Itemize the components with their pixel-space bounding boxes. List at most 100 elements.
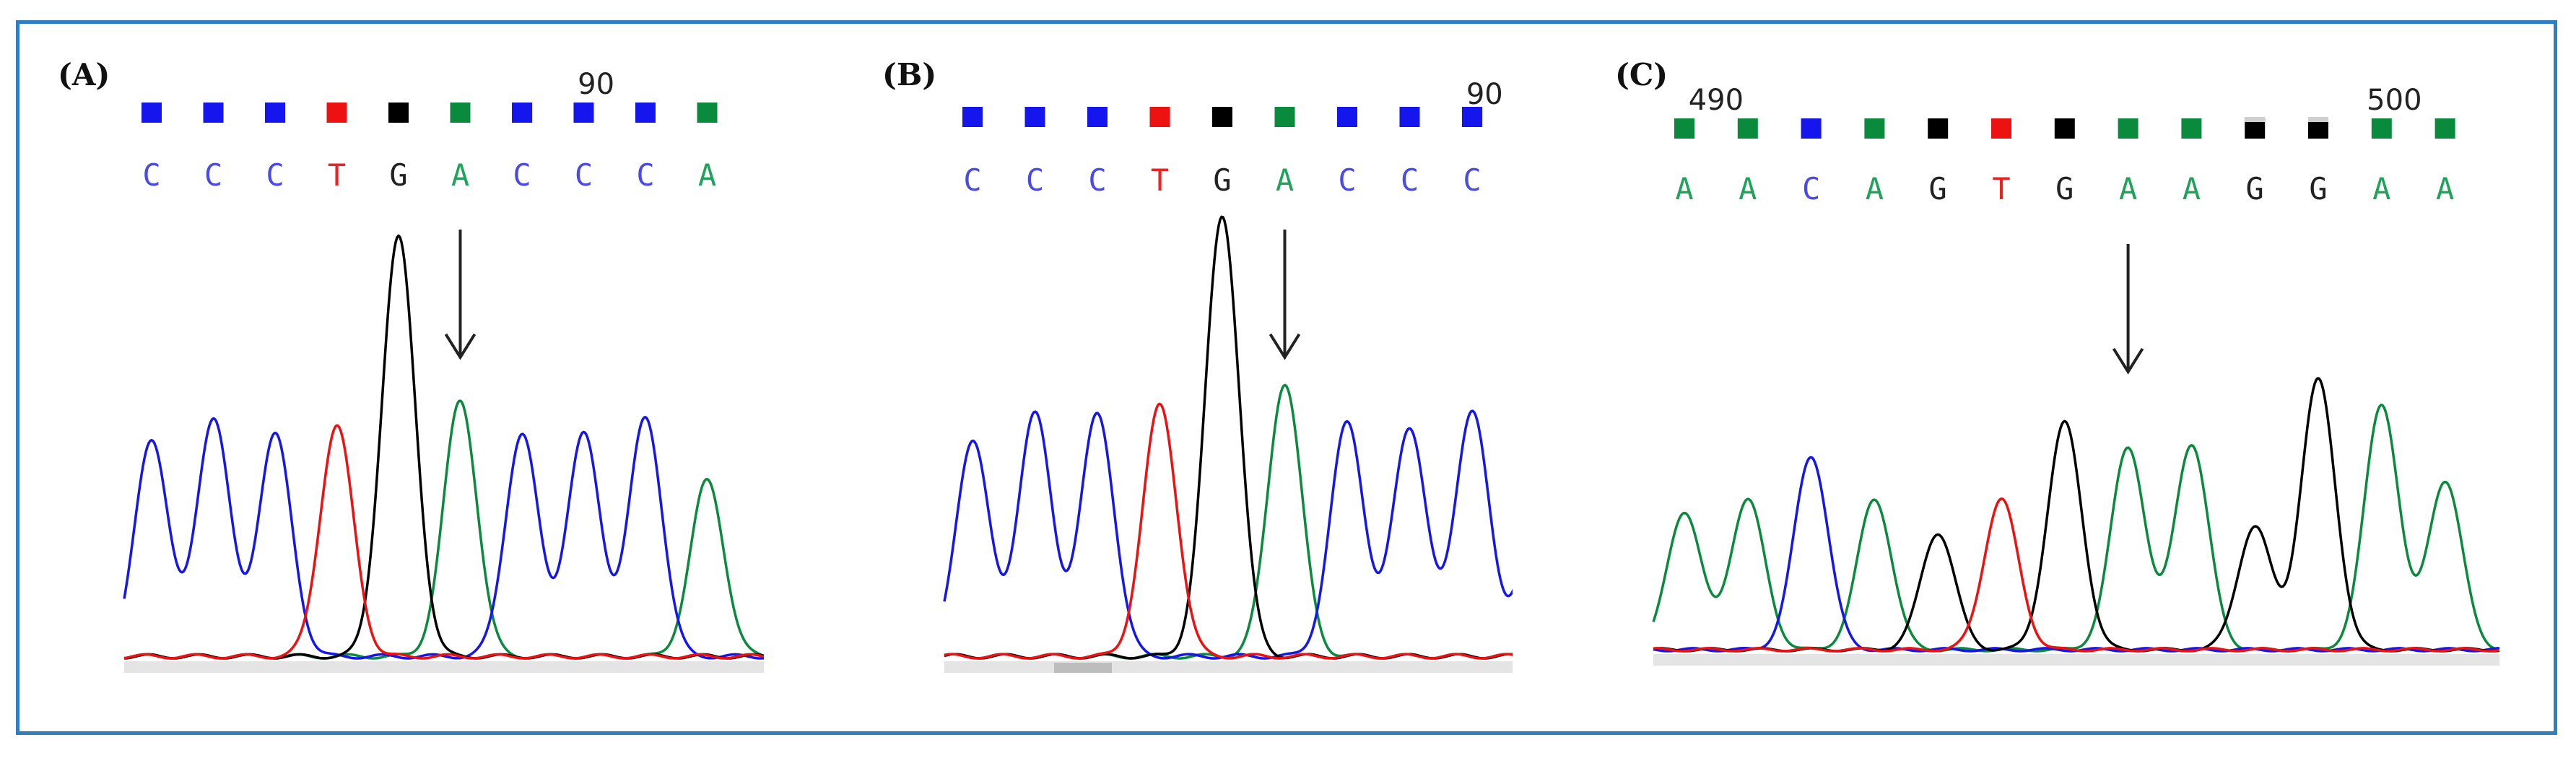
peak-c [583, 436, 585, 437]
base-letter: C [1401, 162, 1419, 198]
base-letter: C [1463, 162, 1481, 198]
base-letter: A [698, 157, 716, 193]
base-quality-square [1525, 107, 1545, 127]
base-letter: C [204, 157, 222, 193]
base-quality-square [1991, 118, 2011, 139]
trace-a [123, 399, 764, 660]
trace-group [943, 215, 1536, 660]
panel-b: (B) C C C T G A C C C C 90 [882, 57, 1545, 673]
peak-c [1035, 416, 1036, 417]
figure-frame [16, 20, 2557, 735]
base-quality-square [450, 103, 471, 123]
base-letter: C [1026, 162, 1044, 198]
base-letter: A [2436, 171, 2454, 206]
base-quality-square [697, 103, 718, 123]
base-quality-square [2371, 118, 2392, 139]
base-letter: C [513, 157, 531, 193]
trace-g [1653, 377, 2499, 653]
base-letter: A [2119, 171, 2137, 206]
base-quality-square [1399, 107, 1420, 127]
base-quality-square [203, 103, 224, 123]
base-letter: C [1088, 162, 1106, 198]
mutation-arrow [444, 230, 477, 360]
base-letter: G [389, 157, 407, 193]
peak-g [2318, 380, 2319, 382]
trace-c [123, 416, 764, 660]
mutation-arrow [1269, 230, 1301, 360]
peak-c [1534, 534, 1536, 536]
base-letter: T [1151, 162, 1169, 198]
base-letter: A [1866, 171, 1884, 206]
trace-a [944, 383, 1513, 660]
trace-a [1652, 404, 2499, 653]
peak-g [398, 239, 399, 240]
quality-bar [2245, 117, 2266, 122]
base-letter: C [1338, 162, 1356, 198]
base-letter: A [1739, 171, 1757, 206]
trace-t [1653, 497, 2499, 653]
scroll-marker [1054, 663, 1112, 673]
trace-t [123, 424, 764, 660]
position-label: 90 [578, 68, 614, 101]
peak-a [707, 482, 708, 483]
base-quality-square [573, 103, 594, 123]
base-quality-square [1024, 107, 1045, 127]
panel-label: (C) [1615, 57, 1668, 92]
trace-g [944, 215, 1513, 660]
base-quality-square [326, 103, 347, 123]
peak-t [1159, 406, 1161, 408]
base-letter: A [451, 157, 469, 193]
position-label: 90 [1466, 78, 1503, 111]
base-quality-square [1864, 118, 1885, 139]
trace-baseline [124, 661, 764, 673]
trace-c [943, 409, 1513, 660]
base-quality-square [1212, 107, 1232, 127]
panel-label: (A) [58, 57, 110, 92]
base-letter: C [963, 162, 981, 198]
base-quality-square [1149, 107, 1170, 127]
base-quality-square [512, 103, 532, 123]
position-label: 490 [1689, 84, 1744, 117]
base-quality-square [1087, 107, 1108, 127]
base-quality-square [1737, 118, 1758, 139]
base-letter: G [2246, 171, 2264, 206]
base-letter: A [2183, 171, 2201, 206]
base-letter: G [2309, 171, 2327, 206]
base-quality-square [265, 103, 285, 123]
panel-c: (C) A A C A G T G A A G G A A 490 500 [1615, 57, 2499, 666]
base-letter: A [2372, 171, 2390, 206]
peak-c [274, 436, 276, 437]
peak-g [2064, 424, 2066, 425]
base-quality-square [1674, 118, 1694, 139]
base-quality-square [962, 107, 983, 127]
base-quality-square [1462, 107, 1482, 127]
base-quality-square [1801, 118, 1822, 139]
trace-group [1652, 377, 2499, 653]
trace-baseline [944, 661, 1513, 673]
base-quality-square [142, 103, 162, 123]
base-quality-square [1337, 107, 1357, 127]
base-quality-square [635, 103, 656, 123]
base-quality-square [2054, 118, 2075, 139]
base-letter: C [142, 157, 160, 193]
base-letter: G [1929, 171, 1947, 206]
quality-bar [2308, 117, 2328, 122]
trace-baseline [1653, 654, 2499, 666]
mutation-arrow [2112, 244, 2144, 375]
base-letter: A [1675, 171, 1693, 206]
base-letter: C [1526, 162, 1544, 198]
base-letter: A [1276, 162, 1294, 198]
base-letter: C [575, 157, 593, 193]
base-letter: C [1802, 171, 1820, 206]
base-quality-square [2434, 118, 2455, 139]
base-letter: C [636, 157, 654, 193]
base-letter: G [2055, 171, 2074, 206]
peak-c [1097, 416, 1098, 417]
trace-group [123, 234, 764, 660]
base-letter: C [266, 157, 284, 193]
base-quality-square [1928, 118, 1949, 139]
